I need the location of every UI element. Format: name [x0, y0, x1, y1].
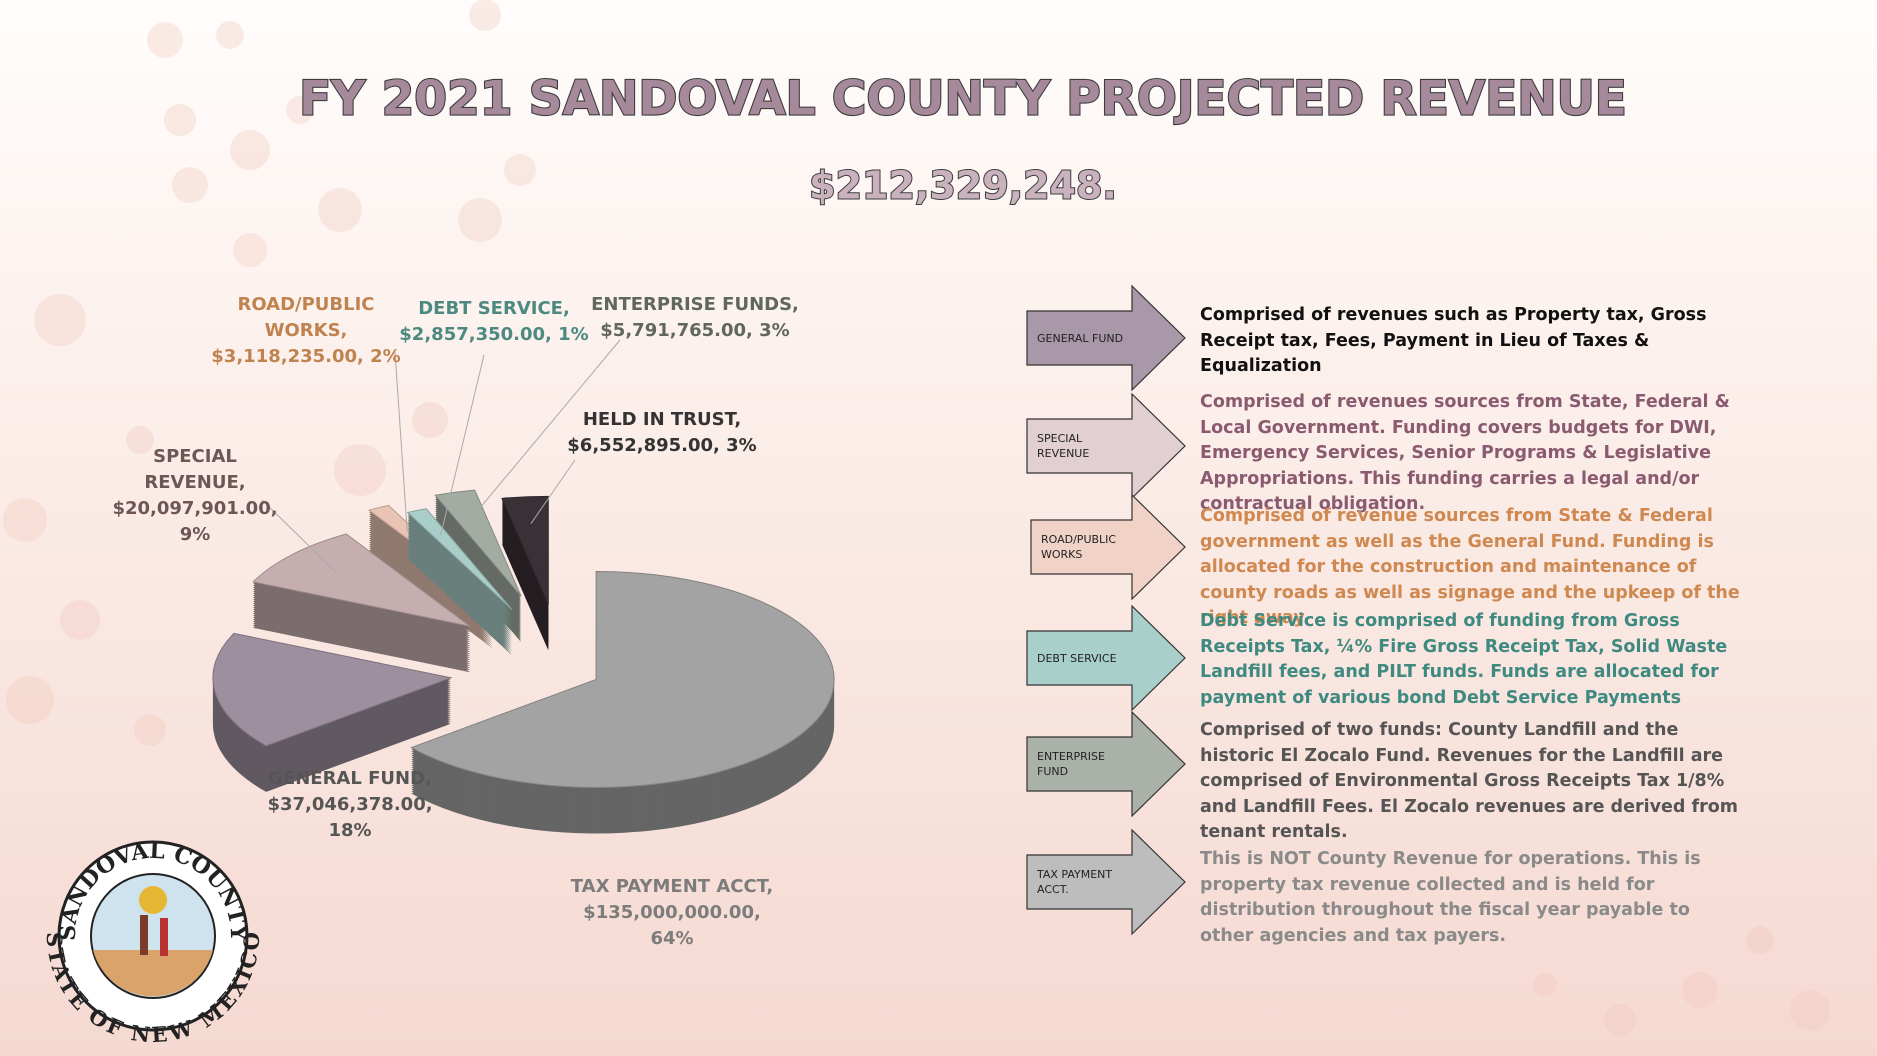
slice	[212, 632, 453, 747]
leader-line	[440, 354, 485, 536]
arrow-label: DEBT SERVICE	[1037, 651, 1117, 665]
slice-label: TAX PAYMENT ACCT, $135,000,000.00, 64%	[562, 874, 782, 952]
arrow	[1026, 710, 1186, 818]
leader-line	[470, 339, 621, 519]
slice-value: $5,791,765.00, 3%	[600, 320, 790, 341]
arrow	[1026, 604, 1186, 712]
slice-label: GENERAL FUND, $37,046,378.00, 18%	[255, 766, 445, 844]
seal: SANDOVAL COUNTY STATE OF NEW MEXICO	[42, 838, 265, 1048]
slice-value: $6,552,895.00, 3%	[567, 435, 757, 456]
slice-category: SPECIAL REVENUE,	[144, 446, 246, 493]
note-text: Comprised of revenues sources from State…	[1200, 392, 1730, 514]
slice-category: GENERAL FUND,	[268, 768, 432, 789]
note-text: Debt Service is comprised of funding fro…	[1200, 611, 1728, 708]
slice-group	[410, 570, 835, 834]
note-text: This is NOT County Revenue for operation…	[1200, 849, 1701, 946]
slice	[252, 533, 471, 627]
slice	[434, 489, 522, 597]
slice-category: TAX PAYMENT ACCT,	[570, 876, 774, 897]
arrow	[1026, 828, 1186, 936]
arrow-label: SPECIAL REVENUE	[1037, 432, 1090, 460]
leader-line	[530, 459, 576, 524]
note-text: Comprised of revenue sources from State …	[1200, 506, 1740, 628]
leader-line	[394, 351, 408, 532]
arrow	[1026, 392, 1186, 500]
slice-label: ENTERPRISE FUNDS, $5,791,765.00, 3%	[580, 292, 810, 344]
slice-group	[406, 508, 513, 656]
slice-category: DEBT SERVICE,	[418, 298, 570, 319]
arrow-label: ROAD/PUBLIC WORKS	[1041, 533, 1117, 561]
slice-category: ROAD/PUBLIC WORKS,	[237, 294, 375, 341]
arrow	[1030, 493, 1186, 601]
leader-line	[261, 499, 337, 574]
slice-label: HELD IN TRUST, $6,552,895.00, 3%	[552, 407, 772, 459]
note-text: Comprised of two funds: County Landfill …	[1200, 720, 1738, 842]
slice-value: $135,000,000.00, 64%	[583, 902, 761, 949]
slice	[410, 570, 835, 788]
slice	[406, 508, 513, 610]
arrow-label: GENERAL FUND	[1037, 331, 1124, 345]
slice-group	[212, 632, 453, 792]
arrow-label: TAX PAYMENT ACCT.	[1037, 868, 1113, 896]
slice-value: $37,046,378.00, 18%	[267, 794, 433, 841]
slice-category: ENTERPRISE FUNDS,	[591, 294, 799, 315]
slice-label: SPECIAL REVENUE, $20,097,901.00, 9%	[100, 444, 290, 548]
slice-label: DEBT SERVICE, $2,857,350.00, 1%	[399, 296, 589, 348]
slice	[501, 495, 549, 605]
background-dots	[3, 0, 1830, 1036]
slice-label: ROAD/PUBLIC WORKS, $3,118,235.00, 2%	[211, 292, 401, 370]
slice-category: HELD IN TRUST,	[582, 409, 742, 430]
arrow	[1026, 284, 1186, 392]
slice-group	[252, 533, 471, 673]
slice-value: $2,857,350.00, 1%	[399, 324, 589, 345]
slice-value: $20,097,901.00, 9%	[112, 498, 278, 545]
slice-value: $3,118,235.00, 2%	[211, 346, 401, 367]
slice-group	[501, 495, 549, 651]
chart-title: FY 2021 SANDOVAL COUNTY PROJECTED REVENU…	[299, 72, 1627, 127]
note-text: Comprised of revenues such as Property t…	[1200, 305, 1707, 376]
arrow-label: ENTERPRISE FUND	[1037, 750, 1105, 778]
chart-subtitle: $212,329,248.	[809, 164, 1117, 208]
